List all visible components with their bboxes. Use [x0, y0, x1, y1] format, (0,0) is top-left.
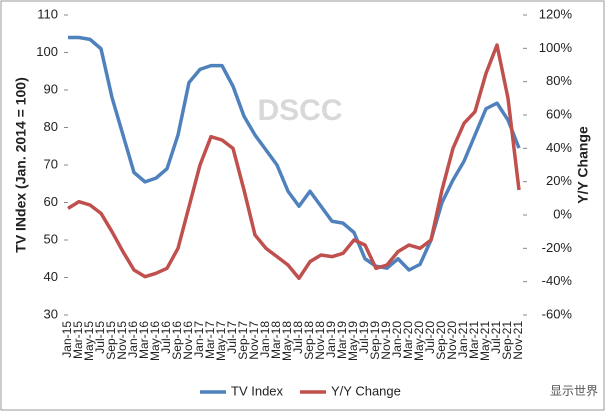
series-line	[67, 43, 521, 281]
x-tick-label: Jan-16	[126, 321, 140, 358]
x-tick-label: Nov-18	[313, 321, 327, 360]
y-tick-label: 30	[44, 306, 58, 321]
x-tick-label: Mar-15	[71, 321, 85, 359]
x-tick-label: May-15	[82, 321, 96, 361]
x-tick-label: Mar-17	[203, 321, 217, 359]
x-tick-label: Jan-20	[390, 321, 404, 358]
y2-tick-label: -60%	[542, 306, 573, 321]
x-tick-label: May-17	[214, 321, 228, 361]
legend-label: TV Index	[231, 383, 284, 398]
x-tick-label: Sep-17	[236, 321, 250, 360]
y-tick-label: 50	[44, 231, 58, 246]
x-tick-label: Nov-17	[247, 321, 261, 360]
x-tick-label: May-16	[148, 321, 162, 361]
x-tick-label: Mar-20	[401, 321, 415, 359]
x-tick-label: May-19	[346, 321, 360, 361]
x-tick-label: Mar-21	[467, 321, 481, 359]
x-tick-label: May-21	[478, 321, 492, 361]
x-tick-label: May-18	[280, 321, 294, 361]
y-tick-label: 100	[36, 44, 58, 59]
y-tick-label: 110	[37, 6, 58, 21]
x-tick-label: Jul-18	[291, 321, 305, 354]
x-tick-label: Jan-17	[192, 321, 206, 358]
source-mark: 显示世界	[550, 384, 598, 398]
y2-tick-label: -20%	[542, 240, 573, 255]
y2-tick-label: 60%	[546, 106, 572, 121]
y2-tick-label: 0%	[553, 206, 572, 221]
x-tick-label: Jul-17	[225, 321, 239, 354]
x-tick-label: Nov-19	[379, 321, 393, 360]
x-tick-label: Jul-16	[159, 321, 173, 354]
x-tick-label: Sep-15	[104, 321, 118, 360]
x-tick-label: Jan-19	[324, 321, 338, 358]
y-tick-label: 70	[44, 156, 58, 171]
x-tick-label: Sep-20	[434, 321, 448, 360]
y-axis-title: TV INdex (Jan. 2014 = 100)	[13, 77, 29, 252]
x-tick-label: Sep-21	[500, 321, 514, 360]
x-tick-label: Jul-21	[489, 321, 503, 354]
y2-tick-label: 120%	[539, 6, 573, 21]
x-tick-label: Mar-16	[137, 321, 151, 359]
x-tick-label: Sep-16	[170, 321, 184, 360]
watermark: DSCC	[257, 94, 342, 127]
y2-tick-label: 40%	[546, 140, 572, 155]
x-tick-label: Nov-20	[445, 321, 459, 360]
y-tick-label: 80	[44, 119, 58, 134]
y2-tick-label: 100%	[539, 40, 573, 55]
x-tick-label: Nov-15	[115, 321, 129, 360]
x-tick-label: May-20	[412, 321, 426, 361]
x-tick-label: Jan-15	[60, 321, 74, 358]
x-tick-label: Mar-19	[335, 321, 349, 359]
x-tick-label: Sep-19	[368, 321, 382, 360]
x-tick-label: Jan-21	[456, 321, 470, 358]
legend-label: Y/Y Change	[331, 383, 401, 398]
y2-axis-title: Y/Y Change	[575, 126, 591, 204]
y-tick-label: 60	[44, 194, 58, 209]
x-tick-label: Jan-18	[258, 321, 272, 358]
y2-tick-label: 80%	[546, 73, 572, 88]
y-tick-label: 90	[44, 81, 58, 96]
x-tick-label: Mar-18	[269, 321, 283, 359]
x-tick-label: Jul-15	[93, 321, 107, 354]
x-tick-label: Nov-21	[511, 321, 525, 360]
x-tick-label: Sep-18	[302, 321, 316, 360]
y-tick-label: 40	[44, 269, 58, 284]
y2-tick-label: 20%	[546, 173, 572, 188]
x-tick-label: Jul-19	[357, 321, 371, 354]
y2-tick-label: -40%	[542, 273, 573, 288]
x-tick-label: Nov-16	[181, 321, 195, 360]
series-line	[68, 35, 521, 272]
x-tick-label: Jul-20	[423, 321, 437, 354]
